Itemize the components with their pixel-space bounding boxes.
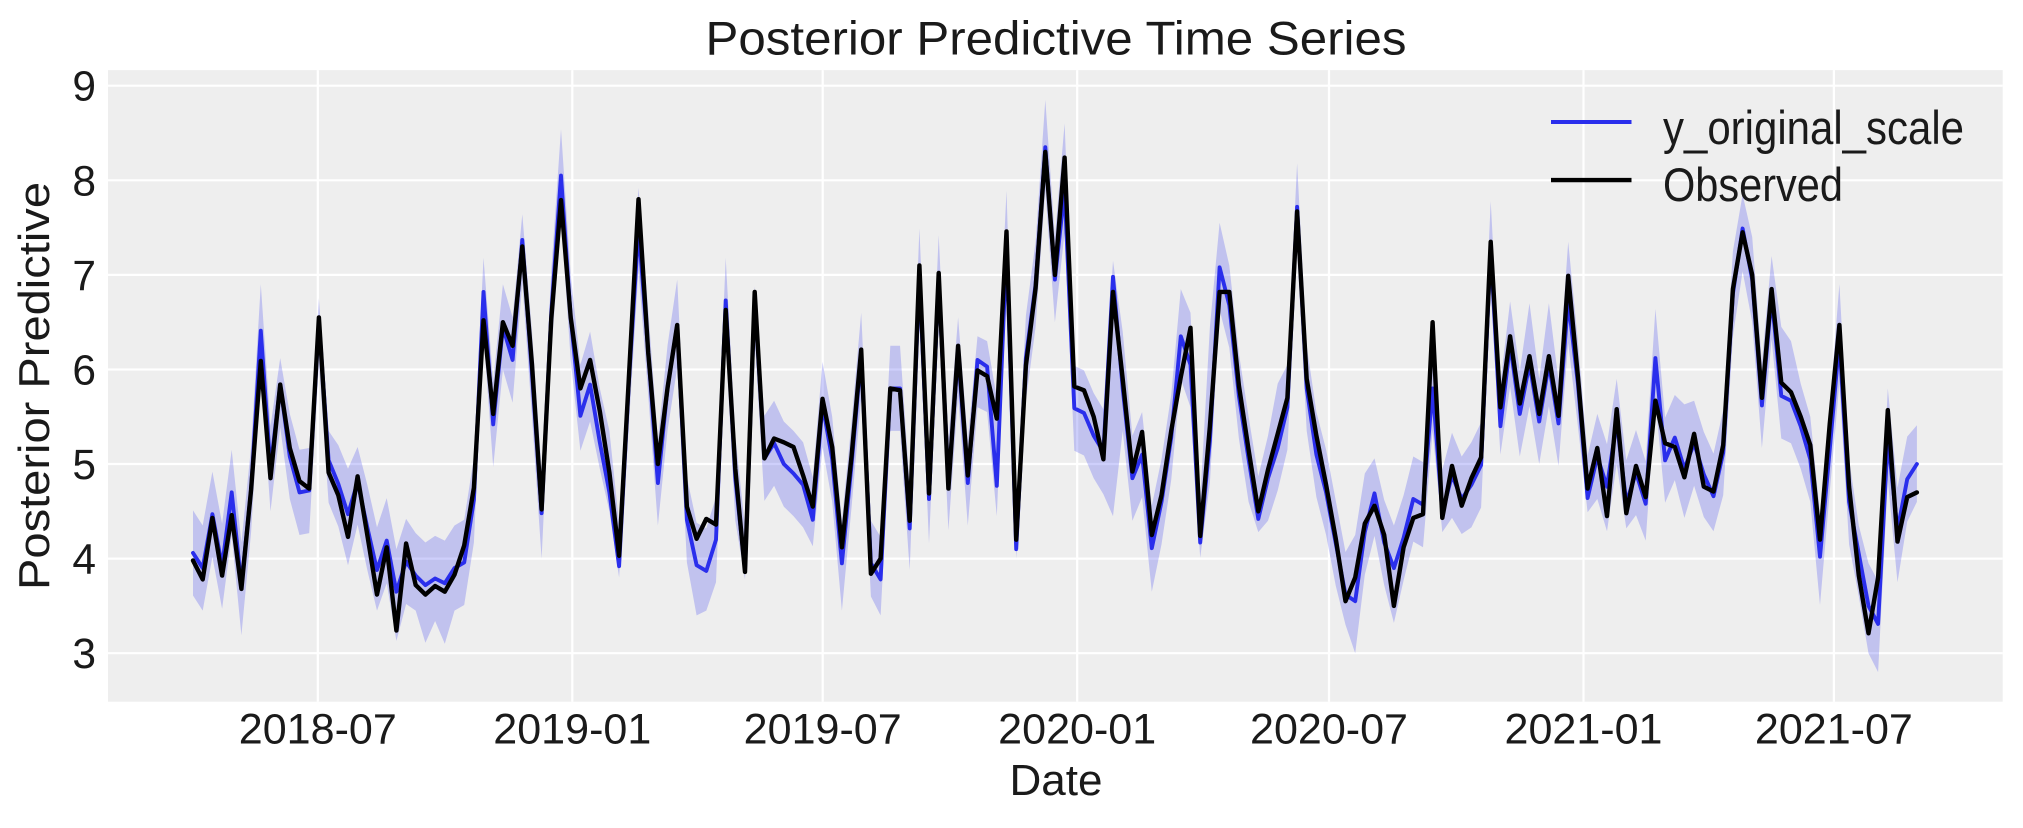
svg-text:Posterior Predictive: Posterior Predictive	[10, 182, 59, 590]
svg-text:2019-01: 2019-01	[493, 707, 651, 754]
svg-text:6: 6	[72, 348, 96, 395]
svg-text:2018-07: 2018-07	[239, 707, 397, 754]
svg-text:9: 9	[72, 64, 96, 111]
svg-text:2021-07: 2021-07	[1755, 707, 1913, 754]
svg-text:Posterior Predictive Time Seri: Posterior Predictive Time Series	[706, 13, 1407, 66]
svg-text:8: 8	[72, 158, 96, 205]
svg-text:2020-01: 2020-01	[998, 707, 1156, 754]
svg-text:Observed: Observed	[1663, 158, 1843, 211]
svg-text:2021-01: 2021-01	[1505, 707, 1663, 754]
svg-text:7: 7	[72, 253, 96, 300]
svg-text:4: 4	[72, 537, 96, 584]
svg-text:3: 3	[72, 631, 96, 678]
svg-text:Date: Date	[1010, 756, 1103, 805]
svg-text:2020-07: 2020-07	[1250, 707, 1408, 754]
svg-text:y_original_scale: y_original_scale	[1663, 101, 1964, 154]
svg-text:2019-07: 2019-07	[744, 707, 902, 754]
svg-text:5: 5	[72, 442, 96, 489]
